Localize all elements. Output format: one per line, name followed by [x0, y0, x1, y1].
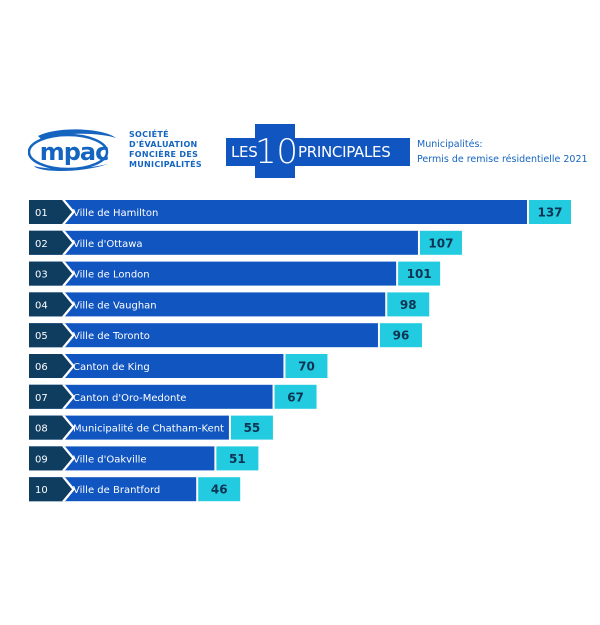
header: mpac SOCIÉTÉ D'ÉVALUATION FONCIÈRE DES M…	[0, 0, 600, 190]
value-box	[419, 230, 462, 255]
value-box	[230, 415, 273, 440]
rank-box	[29, 200, 73, 224]
chevron-icon	[62, 446, 75, 471]
rank-label: 03	[35, 270, 48, 281]
rank-box	[29, 323, 73, 348]
rank-label: 07	[35, 393, 48, 404]
title-suffix: PRINCIPALES	[298, 143, 391, 161]
rank-label: 04	[35, 300, 48, 311]
subtitle-line: Permis de remise résidentielle 2021	[417, 154, 588, 165]
rank-box	[29, 384, 73, 409]
rank-box	[29, 446, 73, 471]
subtitle-line: Municipalités:	[417, 139, 483, 150]
category-label: Ville de Toronto	[73, 331, 150, 342]
chart-subtitle: Municipalités: Permis de remise résident…	[417, 137, 588, 167]
mpac-logo: mpac	[28, 129, 116, 171]
title-prefix: LES	[231, 143, 258, 161]
bar	[29, 200, 527, 224]
bar	[29, 230, 418, 255]
category-label: Ville de Brantford	[73, 485, 160, 496]
value-label: 96	[393, 329, 410, 343]
chevron-icon	[62, 292, 75, 317]
chevron-icon	[62, 415, 75, 440]
category-label: Municipalité de Chatham-Kent	[73, 423, 224, 435]
rank-label: 02	[35, 239, 48, 250]
category-label: Ville d'Ottawa	[73, 239, 143, 250]
category-label: Ville d'Oakville	[73, 454, 147, 465]
title-number: 10	[255, 132, 298, 172]
chevron-icon	[62, 477, 75, 502]
org-line: D'ÉVALUATION	[129, 140, 198, 149]
rank-box	[29, 230, 73, 255]
bar	[29, 261, 397, 286]
value-label: 67	[287, 390, 304, 404]
chevron-icon	[62, 384, 75, 409]
category-label: Canton de King	[73, 362, 150, 373]
rank-label: 01	[35, 208, 48, 219]
value-label: 55	[244, 421, 261, 435]
chart-title: LES 10 PRINCIPALES	[226, 124, 410, 178]
value-label: 98	[400, 298, 417, 312]
value-label: 101	[407, 267, 432, 281]
value-label: 51	[229, 452, 246, 466]
org-line: FONCIÈRE DES	[129, 150, 199, 159]
category-label: Canton d'Oro-Medonte	[73, 393, 186, 404]
value-label: 46	[211, 483, 228, 497]
value-box	[398, 261, 441, 286]
rank-label: 09	[35, 454, 48, 465]
rank-box	[29, 477, 73, 502]
value-label: 107	[428, 236, 453, 250]
value-label: 137	[537, 206, 562, 220]
rank-label: 06	[35, 362, 48, 373]
chevron-icon	[62, 230, 75, 255]
value-box	[379, 323, 422, 348]
logo-swoosh-lower	[34, 164, 108, 171]
value-box	[198, 477, 241, 502]
value-box	[387, 292, 430, 317]
category-label: Ville de London	[73, 270, 150, 281]
organization-name: SOCIÉTÉ D'ÉVALUATION FONCIÈRE DES MUNICI…	[129, 130, 202, 170]
logo-text: mpac	[40, 138, 109, 166]
rank-box	[29, 354, 73, 378]
category-label: Ville de Vaughan	[73, 300, 157, 311]
logo-swoosh	[38, 129, 116, 140]
bar	[29, 323, 378, 348]
rank-label: 10	[35, 485, 48, 496]
bar	[29, 292, 386, 317]
chevron-icon	[62, 200, 75, 224]
chevron-icon	[62, 354, 75, 378]
value-box	[274, 384, 317, 409]
rank-box	[29, 415, 73, 440]
value-label: 70	[298, 360, 315, 374]
org-line: MUNICIPALITÉS	[129, 160, 202, 169]
chevron-icon	[62, 261, 75, 286]
chevron-icon	[62, 323, 75, 348]
value-box	[529, 200, 571, 224]
rank-box	[29, 292, 73, 317]
value-box	[285, 354, 328, 378]
rank-label: 08	[35, 424, 48, 435]
rank-box	[29, 261, 73, 286]
category-label: Ville de Hamilton	[73, 208, 158, 219]
title-number-tab	[255, 124, 295, 178]
rank-label: 05	[35, 331, 48, 342]
value-box	[216, 446, 259, 471]
org-line: SOCIÉTÉ	[129, 130, 169, 139]
